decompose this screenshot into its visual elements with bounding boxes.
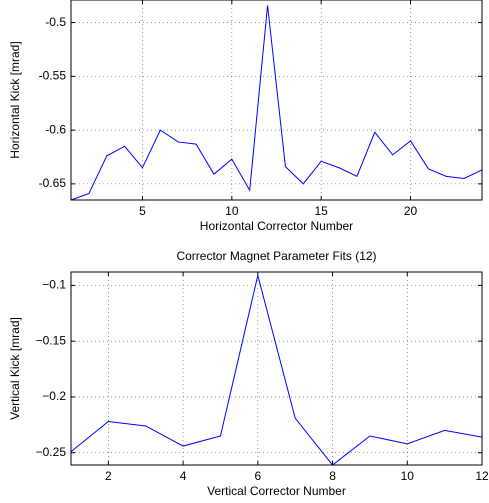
x-tick-label: 8 (329, 469, 336, 483)
y-tick-label: −0.15 (36, 333, 67, 347)
x-tick-label: 10 (225, 204, 239, 218)
data-line (70, 5, 483, 201)
x-tick-label: 20 (404, 204, 418, 218)
x-tick-label: 4 (180, 469, 187, 483)
axes-box (70, 0, 483, 201)
y-tick-label: −0.2 (42, 389, 66, 403)
x-tick-label: 2 (105, 469, 112, 483)
y-tick-label: -0.6 (45, 122, 66, 136)
y-tick-label: -0.55 (39, 69, 67, 83)
chart-title: Corrector Magnet Parameter Fits (12) (176, 249, 376, 263)
y-tick-label: −0.1 (42, 278, 66, 292)
x-axis-label: Horizontal Corrector Number (200, 219, 353, 233)
x-tick-label: 5 (139, 204, 146, 218)
y-axis-label: Vertical Kick [mrad] (8, 317, 22, 420)
x-tick-label: 12 (475, 469, 489, 483)
y-tick-label: -0.5 (45, 15, 66, 29)
x-tick-label: 15 (314, 204, 328, 218)
x-tick-label: 6 (254, 469, 261, 483)
x-axis-label: Vertical Corrector Number (207, 484, 346, 498)
axes-box (70, 271, 483, 466)
y-axis-label: Horizontal Kick [mrad] (8, 41, 22, 158)
y-tick-label: -0.65 (39, 176, 67, 190)
y-tick-label: −0.25 (36, 445, 67, 459)
x-tick-label: 10 (401, 469, 415, 483)
data-line (70, 275, 483, 466)
